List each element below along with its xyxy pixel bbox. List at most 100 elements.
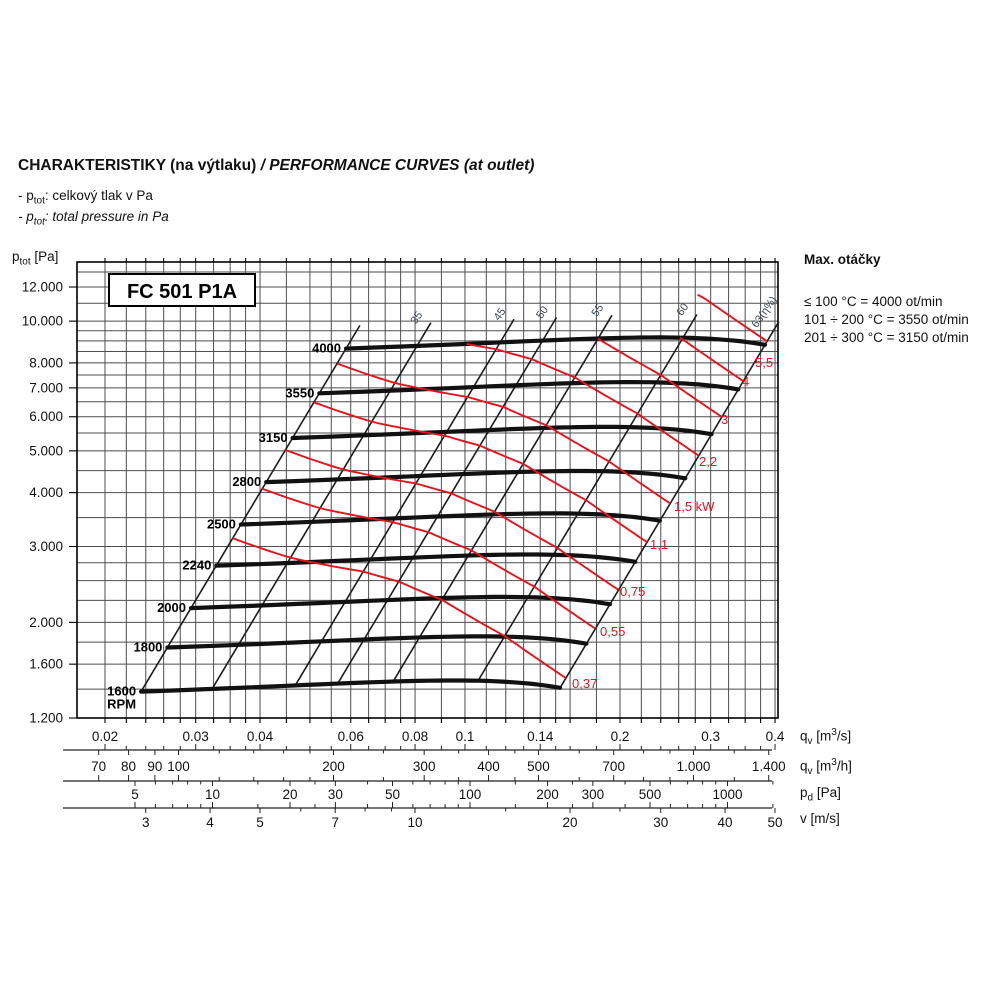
power-curve-0,55 — [261, 487, 596, 630]
x-tick-label-v_ms: 3 — [142, 815, 150, 830]
power-curve-label: 0,75 — [620, 584, 645, 599]
x-tick-label-qv_m3h: 90 — [147, 759, 162, 774]
y-tick-label: 2.000 — [29, 615, 63, 630]
power-curve-label: 1,5 kW — [674, 499, 715, 514]
y-tick-label: 1.600 — [29, 657, 63, 672]
y-tick-label: 4.000 — [29, 485, 63, 500]
power-curve-2,2 — [466, 343, 700, 457]
x-tick-label-v_ms: 7 — [331, 815, 339, 830]
power-curve-5,5 — [697, 293, 768, 343]
max-speed-line: ≤ 100 °C = 4000 ot/min — [804, 294, 943, 309]
power-curve-1,5 kW — [336, 362, 671, 505]
power-curve-label: 5,5 — [755, 355, 773, 370]
max-speed-panel: Max. otáčky ≤ 100 °C = 4000 ot/min 101 ÷… — [804, 252, 969, 347]
x-tick-label-qv_m3h: 1.400 — [752, 759, 786, 774]
title-cz: CHARAKTERISTIKY (na výtlaku) — [18, 157, 257, 174]
efficiency-line-boundary — [140, 324, 361, 693]
efficiency-label: 55 — [590, 302, 607, 319]
x-tick-label-qv_m3h: 400 — [477, 759, 500, 774]
rpm-curve-2240 — [214, 552, 638, 568]
x-tick-label-pd_pa: 10 — [205, 787, 220, 802]
x-tick-label-qv_m3s: 0.03 — [183, 729, 209, 744]
y-tick-label: 5.000 — [29, 443, 63, 458]
rpm-curve-label2: RPM — [107, 697, 136, 712]
x-tick-label-v_ms: 5 — [256, 815, 264, 830]
x-tick-label-v_ms: 30 — [653, 815, 668, 830]
power-curve-1,1 — [313, 401, 648, 543]
power-curve-label: 0,37 — [572, 676, 597, 691]
efficiency-line-55 — [392, 314, 613, 682]
x-tick-label-pd_pa: 500 — [639, 787, 662, 802]
power-curve-label: 1,1 — [650, 537, 668, 552]
page-title: CHARAKTERISTIKY (na výtlaku) / PERFORMAN… — [18, 157, 534, 175]
y-axis-unit-label: ptot [Pa] — [12, 249, 59, 268]
efficiency-line-45 — [294, 318, 515, 686]
model-box: FC 501 P1A — [108, 273, 256, 307]
x-tick-label-v_ms: 20 — [563, 815, 578, 830]
max-speed-line: 201 ÷ 300 °C = 3150 ot/min — [804, 330, 969, 345]
y-tick-label: 3.000 — [29, 539, 63, 554]
x-tick-label-qv_m3s: 0.08 — [402, 729, 428, 744]
x-axis-unit-qv_m3s: qv [m3/s] — [800, 727, 852, 748]
subtitle-en: - ptot: total pressure in Pa — [18, 209, 169, 228]
rpm-curve-label: 3150 — [259, 430, 288, 445]
x-tick-label-qv_m3s: 0.02 — [92, 729, 118, 744]
efficiency-line-60 — [477, 314, 698, 682]
y-tick-label: 6.000 — [29, 409, 63, 424]
x-axis-unit-qv_m3h: qv [m3/h] — [800, 757, 852, 778]
x-tick-label-v_ms: 40 — [718, 815, 733, 830]
y-tick-label: 7.000 — [29, 380, 63, 395]
efficiency-label: 50 — [534, 304, 551, 321]
efficiency-line-63 — [559, 321, 780, 689]
efficiency-line-50 — [337, 316, 558, 685]
plot-grid — [77, 262, 778, 719]
efficiency-label: 45 — [492, 306, 509, 323]
x-tick-label-qv_m3h: 200 — [322, 759, 345, 774]
rpm-curve-label: 2500 — [207, 517, 236, 532]
y-tick-label: 8.000 — [29, 355, 63, 370]
x-tick-label-qv_m3s: 0.06 — [338, 729, 364, 744]
x-tick-label-qv_m3h: 700 — [602, 759, 625, 774]
x-tick-label-qv_m3s: 0.2 — [611, 729, 630, 744]
x-tick-label-qv_m3h: 300 — [413, 759, 436, 774]
rpm-curve-3150 — [290, 424, 714, 441]
rpm-curve-label: 2800 — [232, 474, 261, 489]
power-curve-label: 3 — [721, 412, 728, 427]
x-tick-label-pd_pa: 5 — [131, 787, 139, 802]
max-speed-heading: Max. otáčky — [804, 252, 881, 267]
power-curve-4 — [679, 336, 744, 382]
x-tick-label-pd_pa: 1000 — [712, 787, 742, 802]
power-curve-0,37 — [232, 537, 567, 679]
subtitle-cz: - ptot: celkový tlak v Pa — [18, 188, 153, 207]
efficiency-label: 60 — [675, 301, 692, 318]
power-curve-label: 4 — [742, 374, 749, 389]
power-curve-label: 0,55 — [600, 624, 625, 639]
efficiency-line-35 — [211, 322, 432, 690]
efficiency-label: 35 — [409, 310, 426, 327]
x-tick-label-pd_pa: 300 — [582, 787, 605, 802]
max-speed-line: 101 ÷ 200 °C = 3550 ot/min — [804, 312, 969, 327]
x-tick-label-qv_m3s: 0.4 — [766, 729, 785, 744]
x-tick-label-pd_pa: 30 — [328, 787, 343, 802]
model-name: FC 501 P1A — [127, 281, 237, 303]
x-tick-label-v_ms: 10 — [407, 815, 422, 830]
x-tick-label-qv_m3s: 0.3 — [701, 729, 720, 744]
power-curves: 0,37 0,55 0,75 1,1 1,5 kW 2,2 3 4 5,5 — [232, 293, 773, 691]
x-tick-label-qv_m3s: 0.14 — [527, 729, 554, 744]
rpm-curve-2800 — [264, 468, 688, 485]
power-curve-label: 2,2 — [699, 454, 717, 469]
x-tick-label-pd_pa: 20 — [283, 787, 298, 802]
rpm-curve-3550 — [317, 380, 741, 396]
x-tick-label-v_ms: 50 — [767, 815, 782, 830]
x-tick-label-pd_pa: 100 — [459, 787, 482, 802]
x-tick-label-qv_m3h: 500 — [527, 759, 550, 774]
x-tick-label-pd_pa: 50 — [385, 787, 400, 802]
plot-border-ticks — [69, 258, 776, 723]
x-axis-unit-v_ms: v [m/s] — [800, 811, 840, 826]
x-tick-label-qv_m3s: 0.1 — [456, 729, 475, 744]
rpm-curve-1600 — [139, 678, 563, 694]
plot-border — [76, 261, 779, 719]
